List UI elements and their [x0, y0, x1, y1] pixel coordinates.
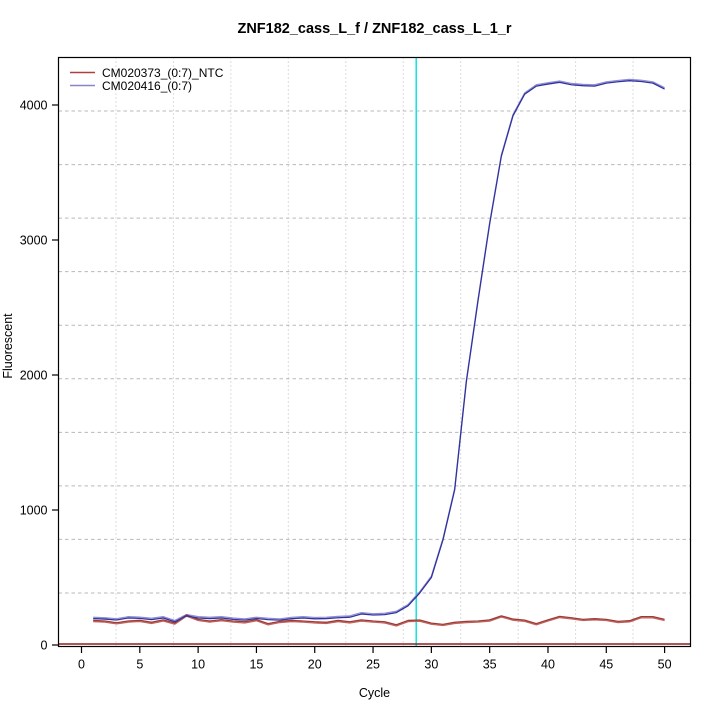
- x-tick-label: 35: [483, 658, 497, 672]
- legend-label-ntc: CM020373_(0:7)_NTC: [102, 66, 224, 80]
- x-tick-label: 25: [366, 658, 380, 672]
- series-line-sample: [93, 80, 665, 623]
- x-tick-label: 0: [78, 658, 85, 672]
- reference-lines: [58, 57, 691, 647]
- x-tick-label: 10: [191, 658, 205, 672]
- x-tick-label: 50: [658, 658, 672, 672]
- x-tick-label: 30: [424, 658, 438, 672]
- x-tick-label: 5: [136, 658, 143, 672]
- x-tick-label: 20: [308, 658, 322, 672]
- series-line-sample-replicate: [93, 78, 665, 622]
- x-tick-label: 40: [541, 658, 555, 672]
- series-line-ntc-replicate: [93, 615, 665, 627]
- y-tick-label: 0: [41, 639, 48, 653]
- y-tick-label: 3000: [20, 234, 48, 248]
- y-tick-label: 2000: [20, 369, 48, 383]
- x-tick-label: 45: [599, 658, 613, 672]
- y-axis-label: Fluorescent: [1, 313, 15, 379]
- legend-label-sample: CM020416_(0:7): [102, 79, 192, 93]
- axes: 0 5 10 15 20 25 30 35 40 45 50 0 1000 2000 3000 4000: [20, 56, 692, 672]
- series-lines: [93, 78, 665, 627]
- x-tick-label: 15: [249, 658, 263, 672]
- y-tick-label: 1000: [20, 504, 48, 518]
- gridlines: [58, 57, 691, 647]
- y-tick-label: 4000: [20, 99, 48, 113]
- chart-title: ZNF182_cass_L_f / ZNF182_cass_L_1_r: [237, 21, 511, 37]
- x-axis-label: Cycle: [359, 686, 390, 700]
- plot-border: [57, 56, 692, 648]
- legend: CM020373_(0:7)_NTC CM020416_(0:7): [70, 66, 224, 93]
